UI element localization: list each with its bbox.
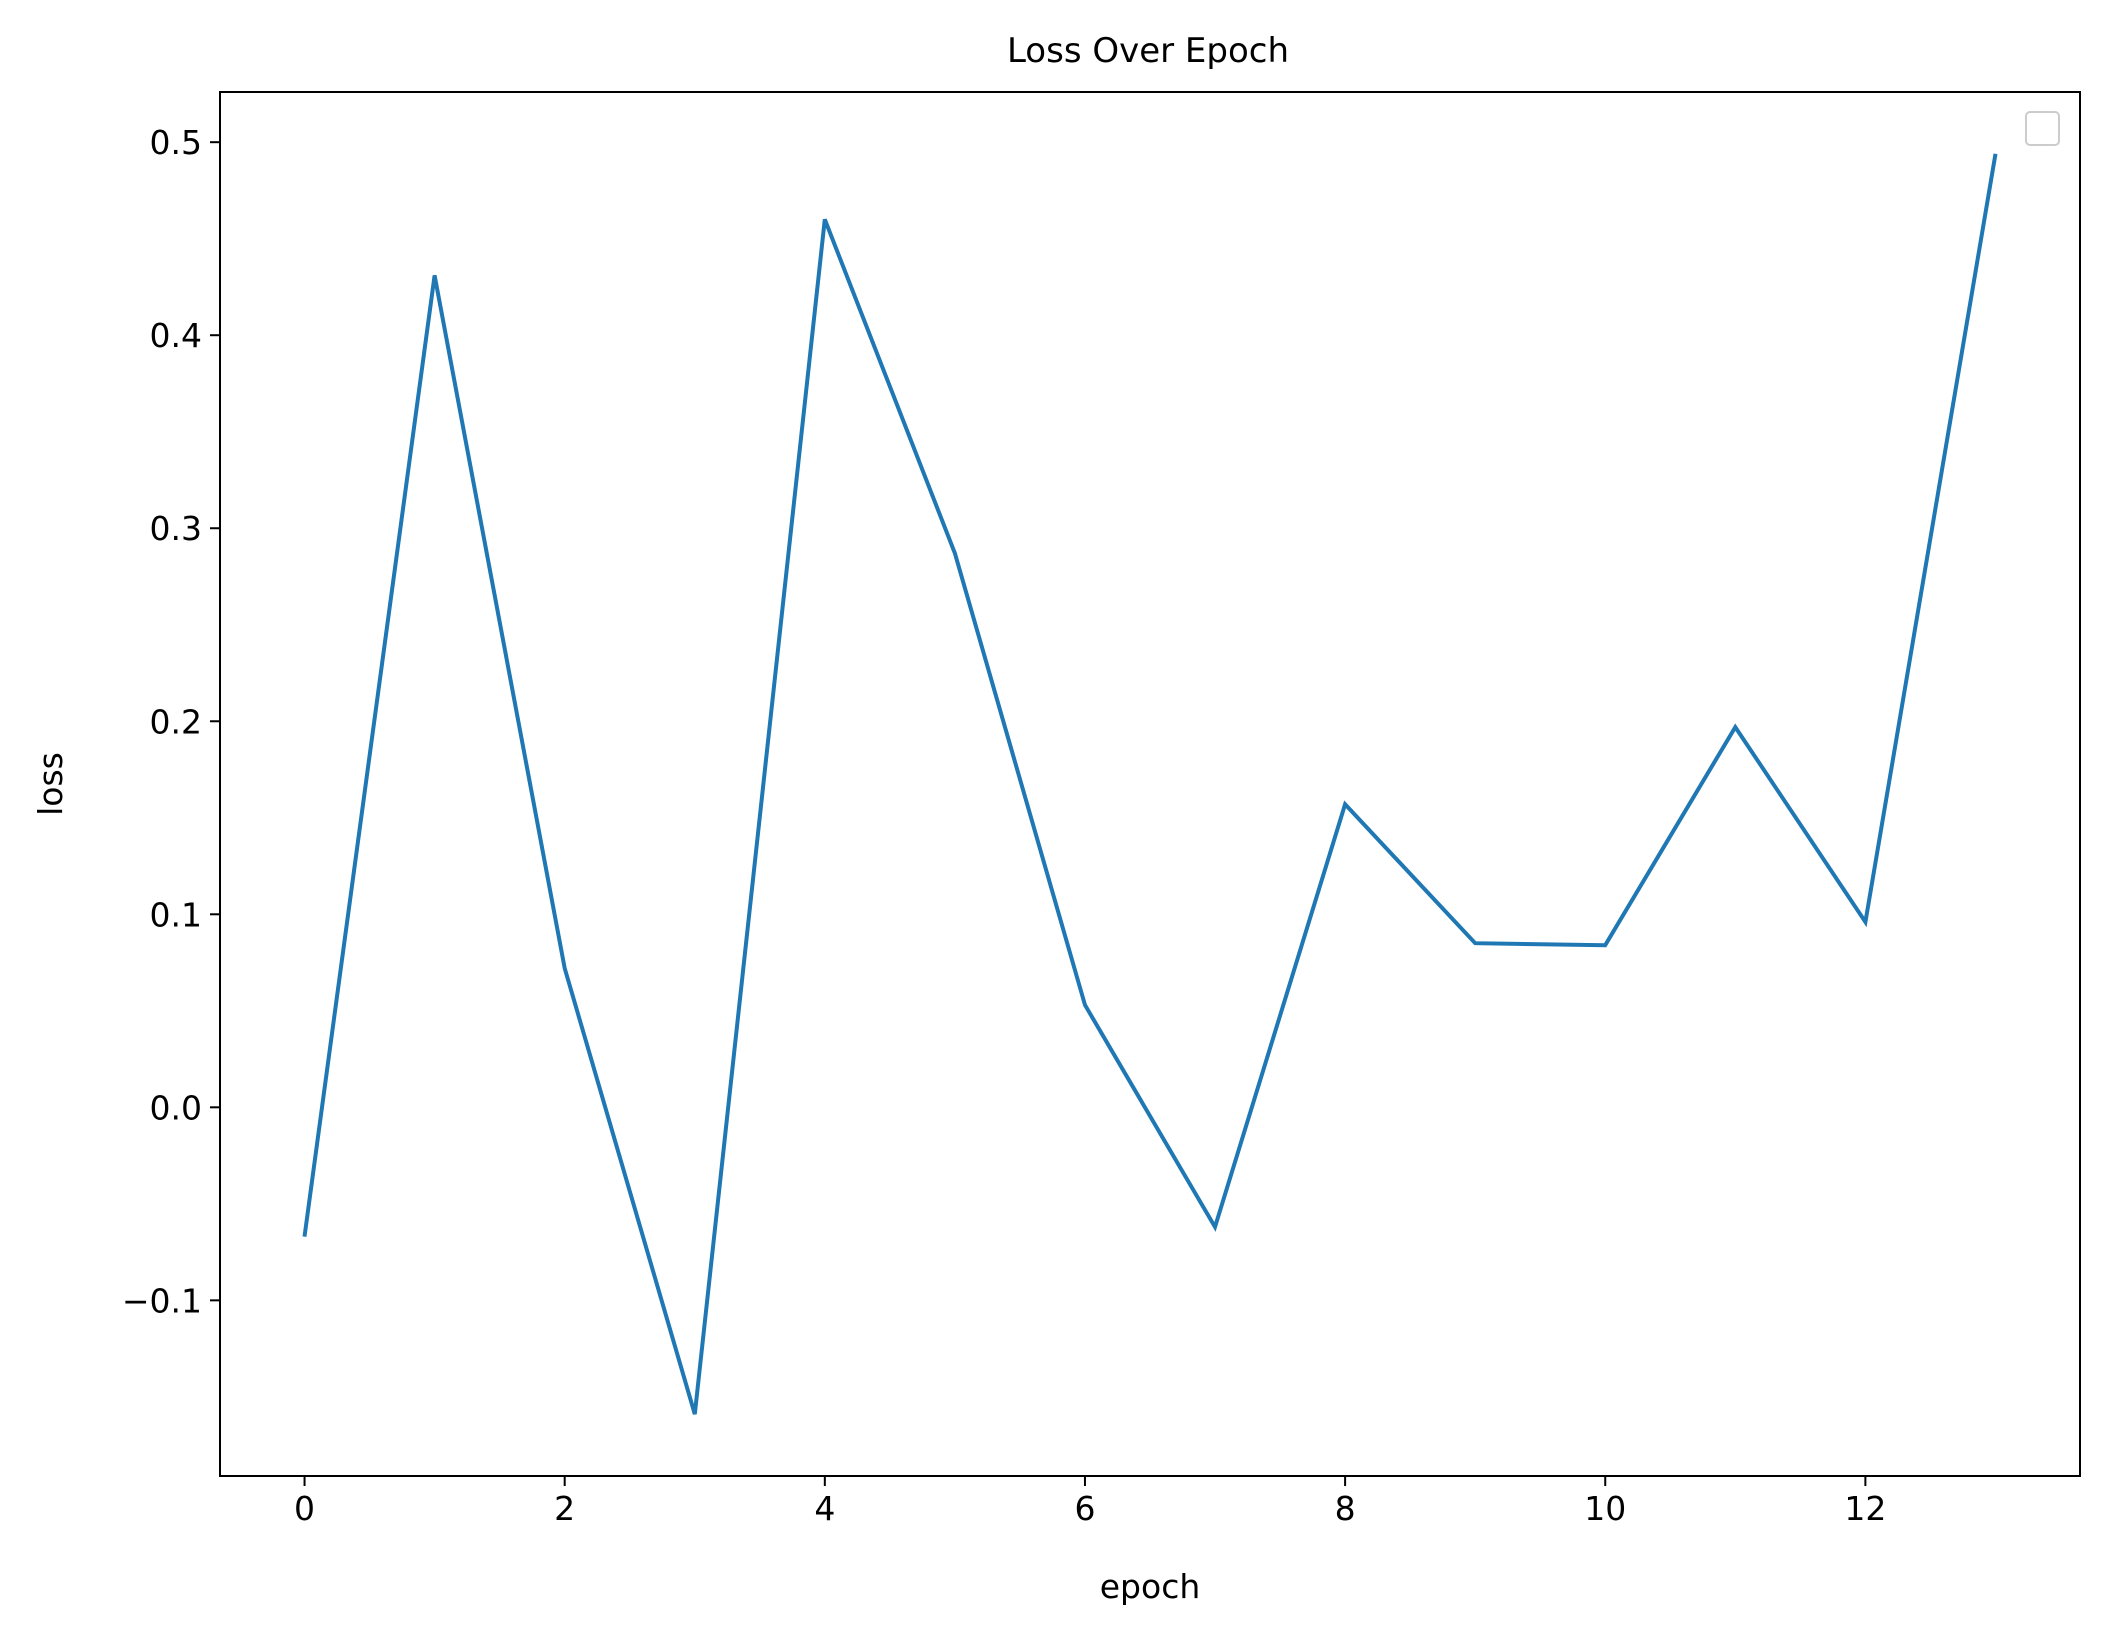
series-layer [302,153,1998,1415]
axes-frame [219,91,2081,1477]
x-tick-label: 4 [814,1489,835,1528]
y-axis: −0.1 0.0 0.1 0.2 0.3 0.4 0.5 [122,123,220,1320]
y-tick-label: 0.5 [150,123,202,162]
y-axis-label: loss [31,752,70,816]
x-tick-label: 6 [1074,1489,1095,1528]
x-tick-label: 8 [1335,1489,1356,1528]
y-tick-label: 0.0 [150,1088,202,1127]
chart-title: Loss Over Epoch [1007,31,1289,71]
x-tick-label: 2 [554,1489,575,1528]
y-tick-label: 0.1 [150,895,202,934]
y-tick-label: 0.4 [150,316,202,355]
series-line [302,153,1998,1415]
axes-background [220,92,2080,1476]
x-axis: 0 2 4 6 8 10 12 [294,1476,1886,1528]
y-tick-label: 0.2 [150,702,202,741]
legend [2025,111,2060,146]
y-tick-label: −0.1 [122,1281,202,1320]
x-tick-label: 12 [1844,1489,1886,1528]
y-tick-label: 0.3 [150,509,202,548]
legend-box [2025,111,2060,146]
plot-area [219,91,2081,1477]
x-tick-label: 10 [1584,1489,1626,1528]
x-tick-label: 0 [294,1489,315,1528]
x-axis-label: epoch [1100,1567,1201,1606]
